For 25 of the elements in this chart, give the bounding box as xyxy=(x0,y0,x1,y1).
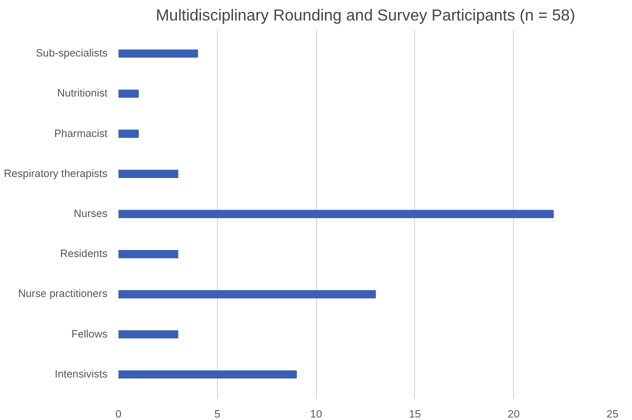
y-tick-label: Nutritionist xyxy=(57,88,108,100)
y-tick-label: Residents xyxy=(60,248,108,260)
bar xyxy=(118,370,297,379)
chart-title: Multidisciplinary Rounding and Survey Participants (n = 58) xyxy=(156,8,576,24)
bar xyxy=(118,210,554,218)
bar xyxy=(118,49,198,58)
y-tick-label: Respiratory therapists xyxy=(4,168,108,180)
bar xyxy=(118,250,178,258)
y-tick-label: Pharmacist xyxy=(54,128,108,140)
x-tick-label: 20 xyxy=(508,408,520,420)
y-tick-label: Fellows xyxy=(71,328,108,340)
bar xyxy=(118,330,178,338)
x-tick-label: 15 xyxy=(408,408,421,420)
y-tick-label: Nurses xyxy=(74,208,108,220)
bar xyxy=(118,90,139,98)
y-tick-label: Intensivists xyxy=(54,368,108,380)
x-tick-label: 10 xyxy=(310,408,322,420)
x-tick-label: 0 xyxy=(116,408,122,420)
x-tick-label: 25 xyxy=(606,408,618,420)
bar xyxy=(118,130,139,138)
x-tick-label: 5 xyxy=(214,408,220,420)
bar xyxy=(118,290,376,298)
bar xyxy=(118,170,178,178)
y-tick-label: Sub-specialists xyxy=(36,48,108,60)
y-tick-label: Nurse practitioners xyxy=(18,288,108,300)
